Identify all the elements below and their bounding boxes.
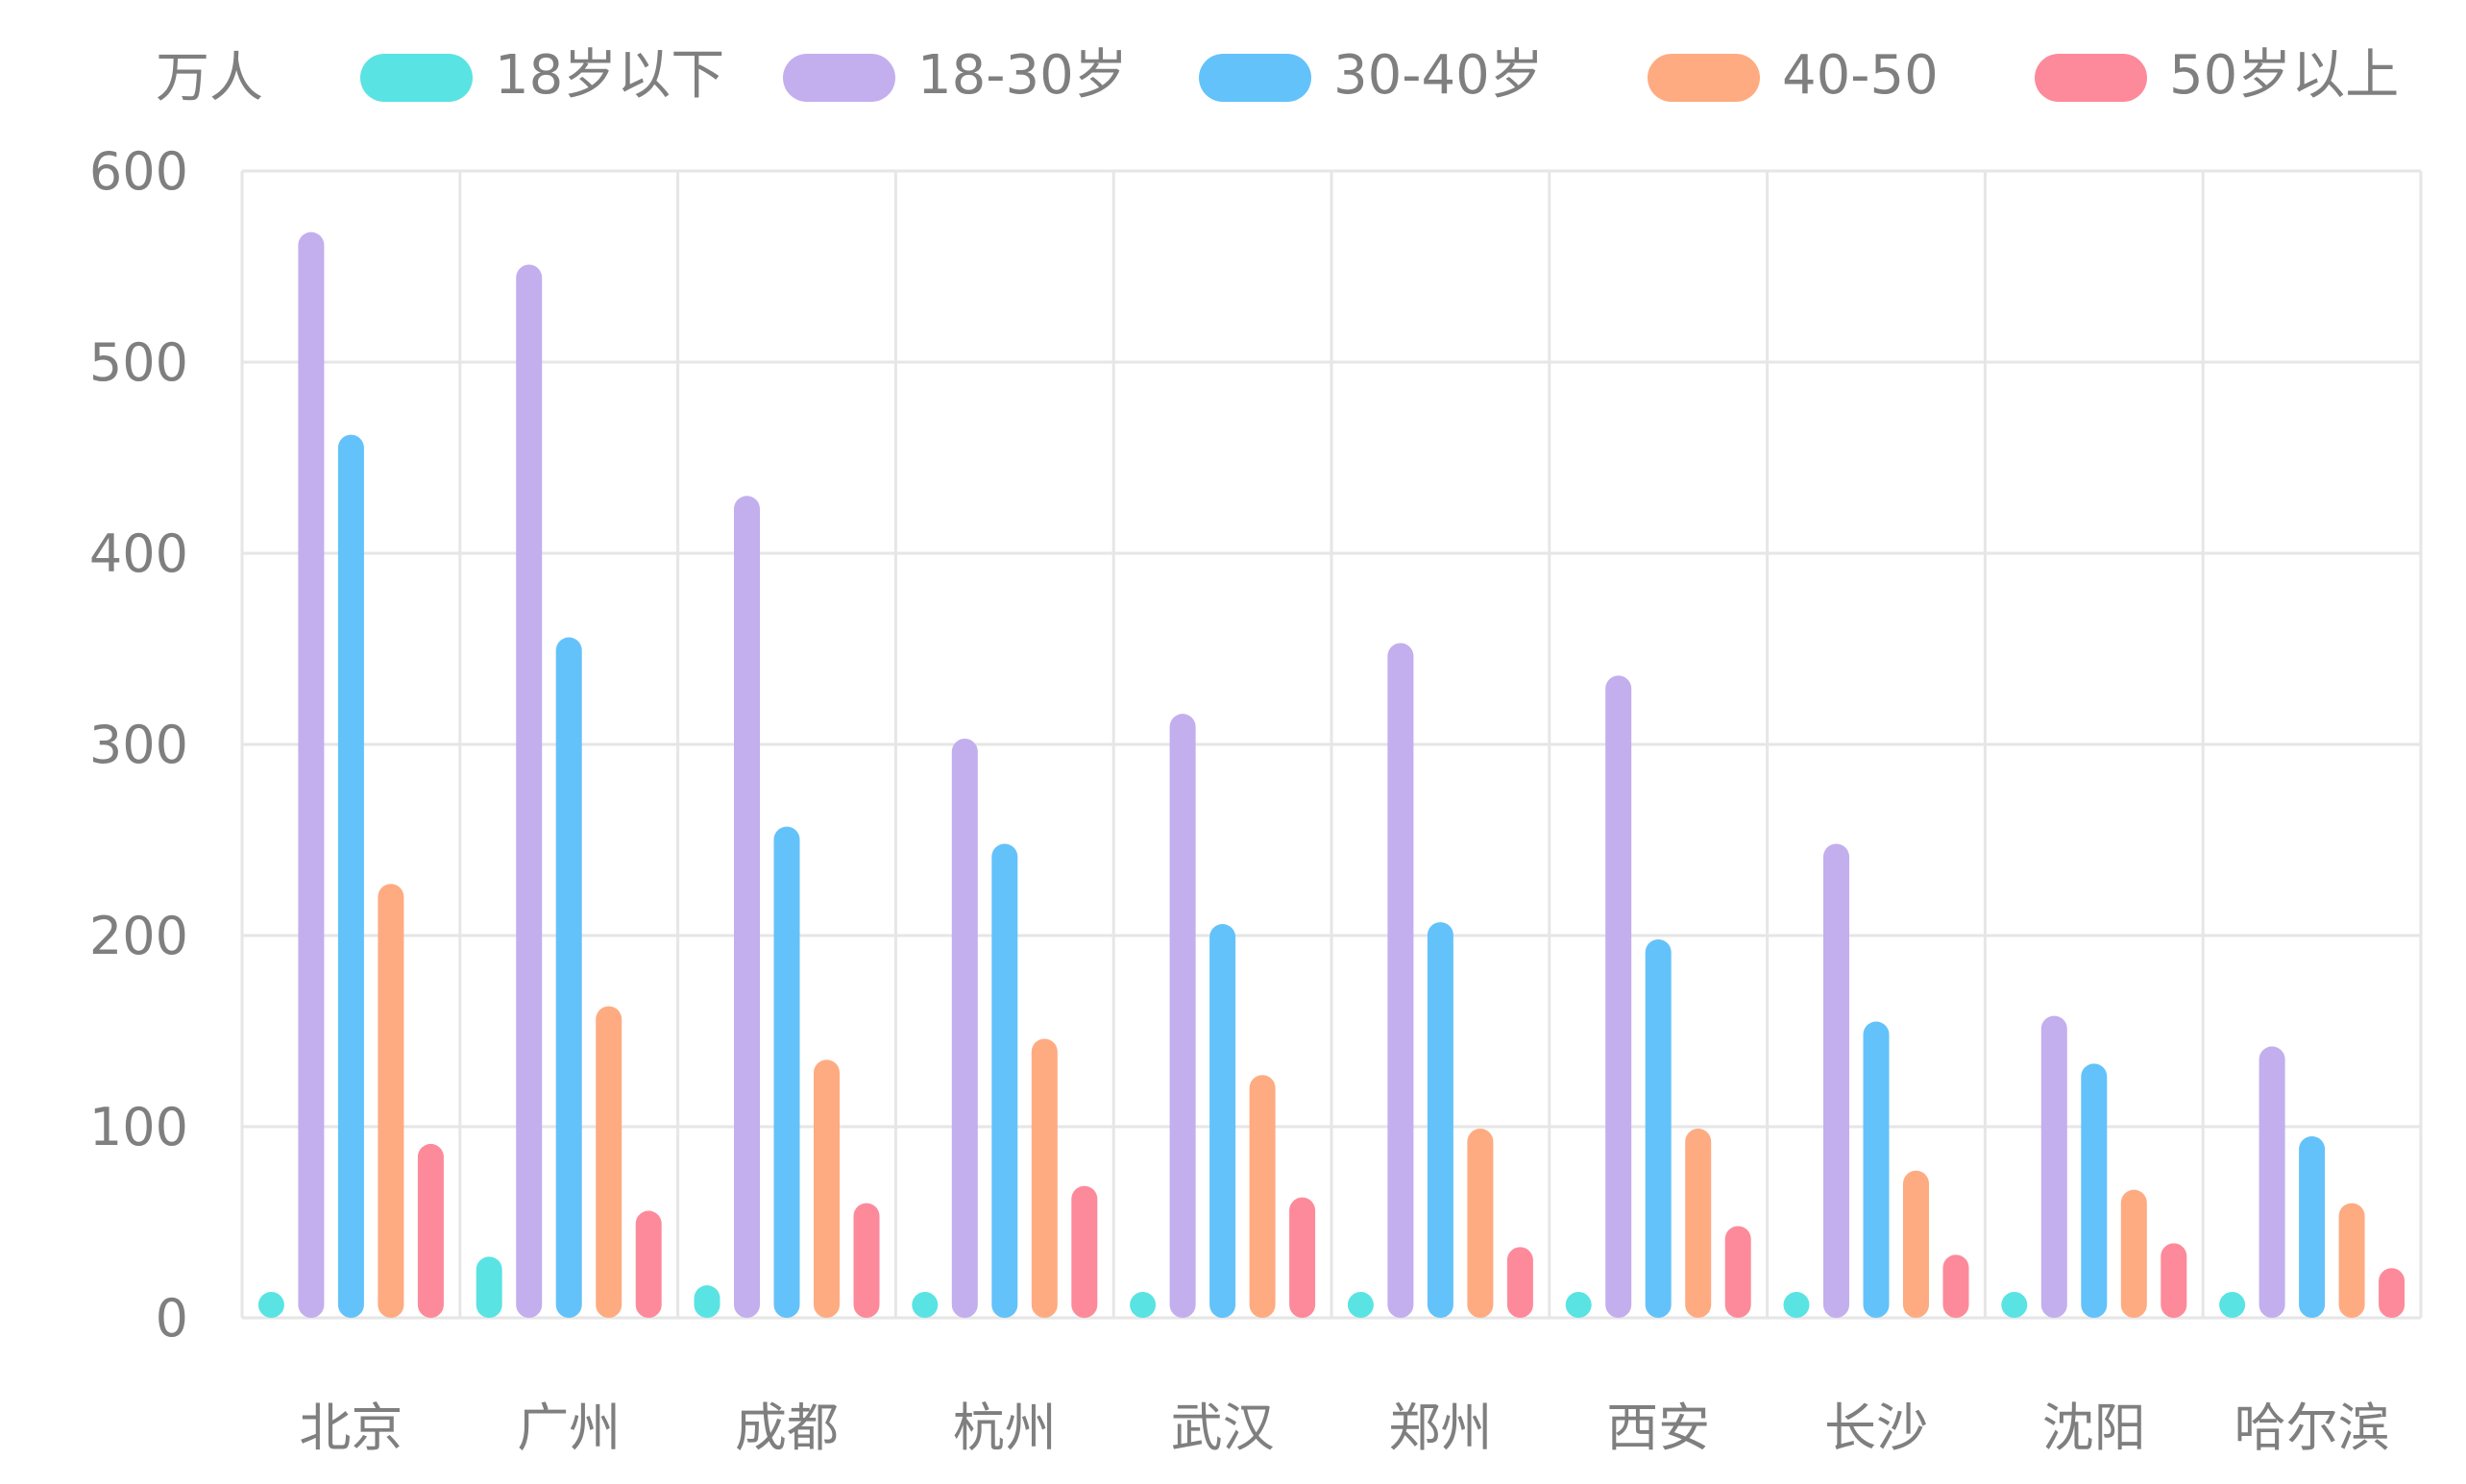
legend-label: 18-30岁	[917, 44, 1128, 107]
bar[interactable]	[1071, 1185, 1098, 1318]
x-tick-label: 西安	[1606, 1398, 1710, 1458]
bar[interactable]	[2338, 1203, 2365, 1318]
y-unit-label: 万人	[156, 47, 263, 109]
x-tick-label: 广州	[517, 1398, 621, 1458]
bar[interactable]	[1645, 938, 1672, 1318]
bar[interactable]	[417, 1143, 444, 1318]
bar[interactable]	[1685, 1128, 1712, 1318]
legend-label: 50岁以上	[2169, 44, 2399, 107]
x-tick-label: 成都	[735, 1398, 839, 1458]
bar[interactable]	[2001, 1292, 2028, 1318]
bar[interactable]	[1823, 843, 1849, 1318]
y-tick-label: 400	[89, 523, 188, 584]
x-tick-label: 杭州	[953, 1398, 1057, 1458]
y-tick-label: 0	[156, 1288, 188, 1349]
legend: 18岁以下 18-30岁 30-40岁 40-50 50岁以上	[360, 44, 2399, 107]
bar[interactable]	[1783, 1292, 1810, 1318]
bar[interactable]	[596, 1006, 623, 1318]
bar[interactable]	[1130, 1292, 1157, 1318]
bar[interactable]	[1467, 1128, 1494, 1318]
bar[interactable]	[1289, 1197, 1316, 1318]
bars	[257, 231, 2405, 1319]
bar[interactable]	[2040, 1015, 2067, 1318]
bar[interactable]	[635, 1210, 662, 1318]
bar[interactable]	[1249, 1075, 1276, 1318]
bar[interactable]	[1863, 1021, 1890, 1318]
x-tick-label: 长沙	[1824, 1398, 1928, 1458]
x-tick-label: 沈阳	[2042, 1398, 2146, 1458]
legend-swatch[interactable]	[2035, 54, 2147, 102]
bar[interactable]	[2379, 1268, 2405, 1318]
bar[interactable]	[2299, 1135, 2326, 1318]
x-tick-label: 北京	[299, 1398, 403, 1458]
legend-swatch[interactable]	[360, 54, 473, 102]
bar[interactable]	[2120, 1189, 2147, 1318]
legend-label: 40-50	[1782, 44, 1939, 107]
bar[interactable]	[1506, 1247, 1533, 1318]
bar[interactable]	[337, 434, 364, 1318]
bar[interactable]	[991, 843, 1018, 1318]
x-tick-label: 郑州	[1388, 1398, 1492, 1458]
bar[interactable]	[2161, 1243, 2187, 1318]
bar[interactable]	[378, 884, 404, 1318]
bar[interactable]	[951, 739, 978, 1318]
bar[interactable]	[1903, 1170, 1929, 1318]
bar[interactable]	[1942, 1254, 1969, 1318]
bar[interactable]	[476, 1256, 502, 1318]
y-tick-label: 500	[89, 332, 188, 393]
bar[interactable]	[1209, 924, 1236, 1318]
y-tick-label: 200	[89, 906, 188, 966]
bar[interactable]	[734, 496, 760, 1318]
bar[interactable]	[2258, 1046, 2285, 1318]
x-axis: 北京 广州 成都 杭州 武汉 郑州 西安 长沙 沈阳 哈尔滨	[299, 1398, 2389, 1458]
bar[interactable]	[694, 1285, 720, 1318]
bar[interactable]	[1031, 1038, 1058, 1318]
bar[interactable]	[1387, 643, 1414, 1318]
bar[interactable]	[814, 1059, 840, 1318]
gridlines	[240, 169, 2423, 1320]
bar[interactable]	[1605, 675, 1632, 1318]
bar[interactable]	[516, 264, 543, 1318]
bar[interactable]	[1427, 922, 1453, 1318]
y-axis: 0 100 200 300 400 500 600	[89, 141, 188, 1349]
y-tick-label: 300	[89, 715, 188, 775]
legend-swatch[interactable]	[1648, 54, 1760, 102]
legend-label: 18岁以下	[495, 44, 724, 107]
x-tick-label: 哈尔滨	[2234, 1398, 2390, 1458]
bar[interactable]	[1724, 1226, 1751, 1318]
legend-swatch[interactable]	[1199, 54, 1311, 102]
legend-label: 30-40岁	[1333, 44, 1544, 107]
bar[interactable]	[853, 1203, 880, 1318]
bar[interactable]	[1347, 1292, 1374, 1318]
bar[interactable]	[2219, 1292, 2246, 1318]
x-tick-label: 武汉	[1171, 1398, 1275, 1458]
bar[interactable]	[555, 637, 582, 1318]
bar[interactable]	[773, 826, 800, 1318]
bar[interactable]	[2081, 1063, 2108, 1318]
bar[interactable]	[298, 231, 325, 1319]
bar[interactable]	[1169, 714, 1196, 1318]
bar[interactable]	[912, 1292, 939, 1318]
legend-swatch[interactable]	[783, 54, 895, 102]
bar[interactable]	[1565, 1292, 1592, 1318]
y-tick-label: 600	[89, 141, 188, 202]
bar[interactable]	[257, 1292, 284, 1318]
y-tick-label: 100	[89, 1097, 188, 1157]
